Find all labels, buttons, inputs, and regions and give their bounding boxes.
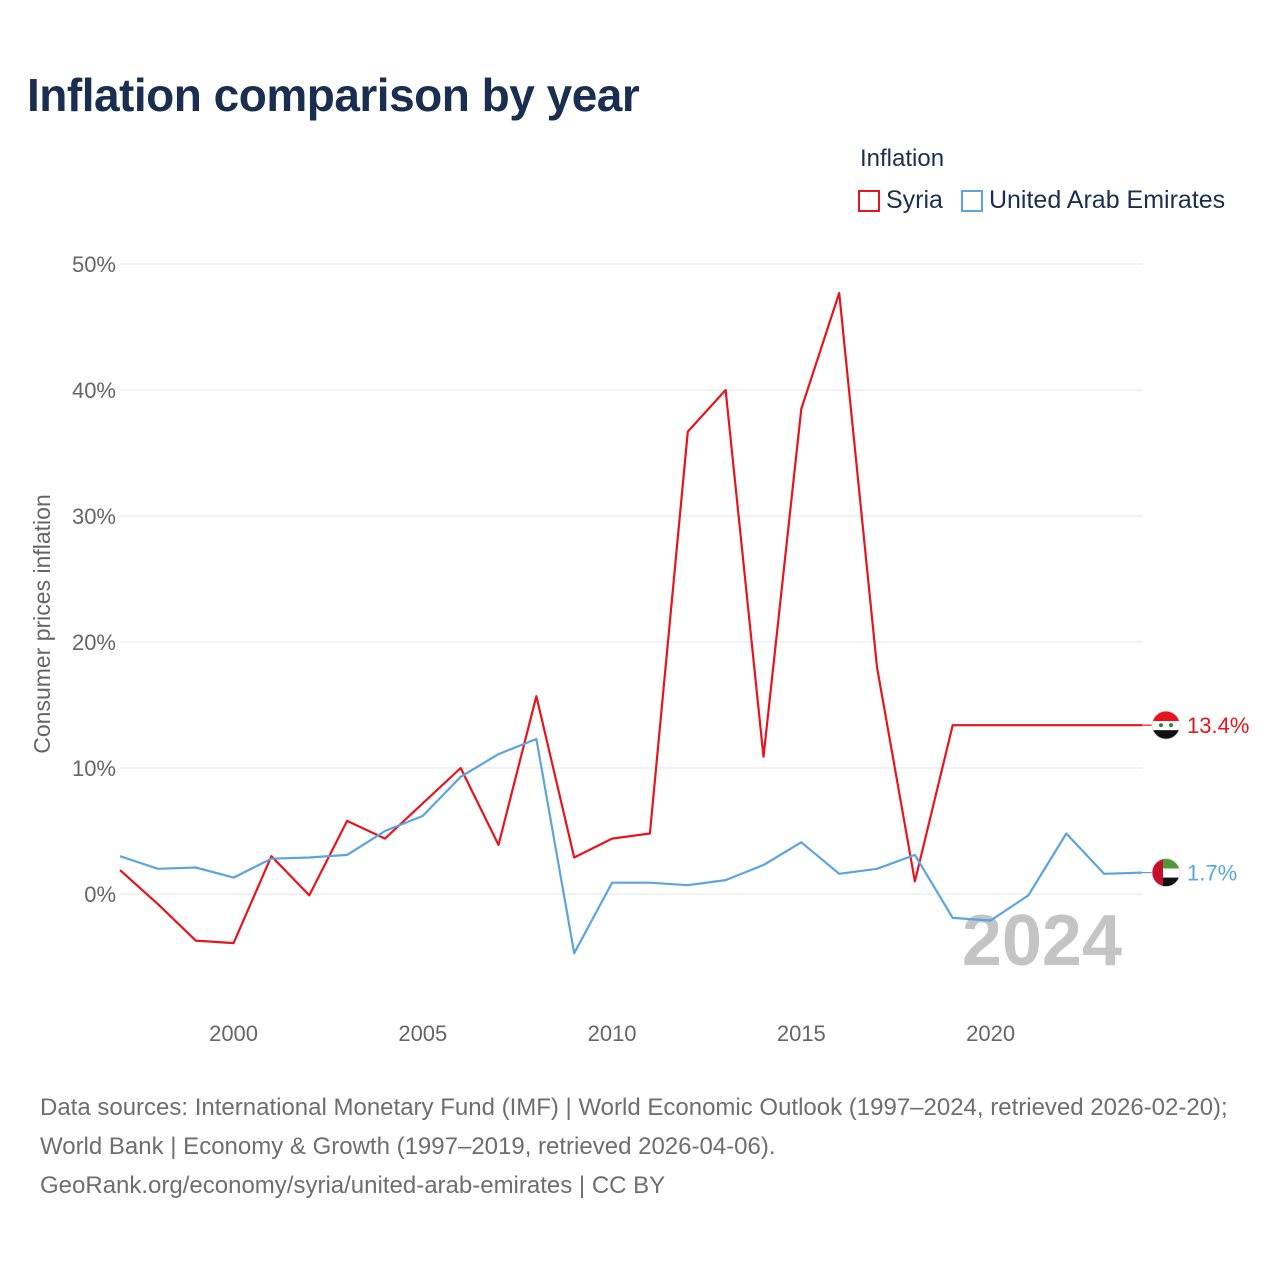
y-tick-label: 50%	[72, 252, 116, 277]
footer-credit[interactable]: GeoRank.org/economy/syria/united-arab-em…	[40, 1172, 666, 1199]
legend-item-syria[interactable]: Syria	[858, 186, 943, 215]
series-line-uae[interactable]	[119, 737, 1143, 955]
end-markers: 13.4% 1.7%	[1142, 710, 1249, 887]
y-tick-label: 40%	[72, 378, 116, 403]
syria-flag-icon	[1151, 710, 1181, 740]
x-tick-label: 2015	[777, 1021, 826, 1046]
line-chart: 0% 10% 20% 30% 40% 50% 2000 2005 2010 2015 2020 C…	[29, 252, 1249, 1046]
y-tick-label: 20%	[72, 630, 116, 655]
gridlines	[120, 263, 1142, 895]
y-tick-label: 10%	[72, 756, 116, 781]
legend-label-uae: United Arab Emirates	[988, 186, 1226, 214]
end-value-label: 13.4%	[1187, 713, 1249, 738]
series-lines	[119, 291, 1143, 955]
x-tick-label: 2010	[588, 1021, 637, 1046]
end-value-label: 1.7%	[1187, 861, 1237, 886]
legend-label-syria: Syria	[886, 186, 943, 214]
series-line-syria[interactable]	[119, 291, 1142, 945]
year-watermark: 2024	[962, 901, 1122, 981]
y-tick-label: 0%	[84, 882, 116, 907]
uae-flag-icon	[1151, 858, 1181, 887]
y-axis-ticks: 0% 10% 20% 30% 40% 50%	[72, 252, 116, 907]
legend: Syria United Arab Emirates	[858, 186, 1243, 215]
y-axis-label: Consumer prices inflation	[29, 494, 55, 754]
x-tick-label: 2000	[209, 1021, 258, 1046]
footer: Data sources: International Monetary Fun…	[40, 1088, 1250, 1205]
legend-item-uae[interactable]: United Arab Emirates	[960, 186, 1226, 215]
x-tick-label: 2005	[398, 1021, 447, 1046]
x-axis-ticks: 2000 2005 2010 2015 2020	[209, 1021, 1015, 1046]
legend-swatch-syria	[858, 189, 880, 212]
x-tick-label: 2020	[966, 1021, 1015, 1046]
y-tick-label: 30%	[72, 504, 116, 529]
legend-title: Inflation	[860, 145, 945, 172]
legend-swatch-uae	[960, 189, 983, 212]
chart-title: Inflation comparison by year	[27, 69, 640, 121]
footer-sources: Data sources: International Monetary Fun…	[40, 1094, 1228, 1160]
